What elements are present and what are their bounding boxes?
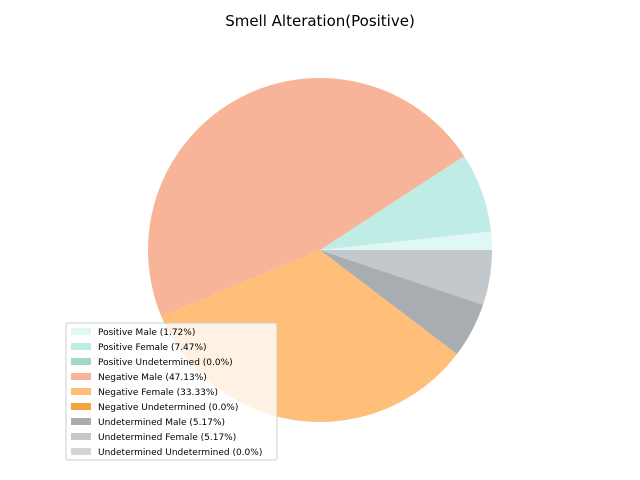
legend-label-4: Negative Female (33.33%)	[98, 388, 218, 398]
legend-swatch-8	[71, 448, 91, 455]
legend-label-1: Positive Female (7.47%)	[98, 343, 207, 353]
pie-slice-6	[320, 250, 484, 355]
legend: Positive Male (1.72%) Positive Female (7.…	[65, 322, 278, 461]
pie-slice-3	[147, 77, 465, 317]
legend-label-0: Positive Male (1.72%)	[98, 328, 195, 338]
legend-swatch-6	[71, 418, 91, 425]
pie-slice-0	[320, 231, 492, 250]
legend-box	[65, 322, 278, 461]
legend-label-7: Undetermined Female (5.17%)	[98, 433, 236, 443]
pie-slice-7	[320, 250, 492, 305]
legend-swatch-4	[71, 388, 91, 395]
legend-label-5: Negative Undetermined (0.0%)	[98, 403, 238, 413]
legend-swatch-3	[71, 373, 91, 380]
legend-swatch-1	[71, 343, 91, 350]
legend-label-8: Undetermined Undetermined (0.0%)	[98, 448, 262, 458]
legend-label-6: Undetermined Male (5.17%)	[98, 418, 225, 428]
pie-slices	[147, 77, 492, 422]
legend-swatch-2	[71, 358, 91, 365]
legend-swatch-5	[71, 403, 91, 410]
chart-title: Smell Alteration(Positive)	[225, 12, 415, 30]
legend-label-2: Positive Undetermined (0.0%)	[98, 358, 233, 368]
legend-swatch-0	[71, 328, 91, 335]
legend-swatch-7	[71, 433, 91, 440]
legend-label-3: Negative Male (47.13%)	[98, 373, 207, 383]
pie-slice-1	[320, 156, 491, 250]
